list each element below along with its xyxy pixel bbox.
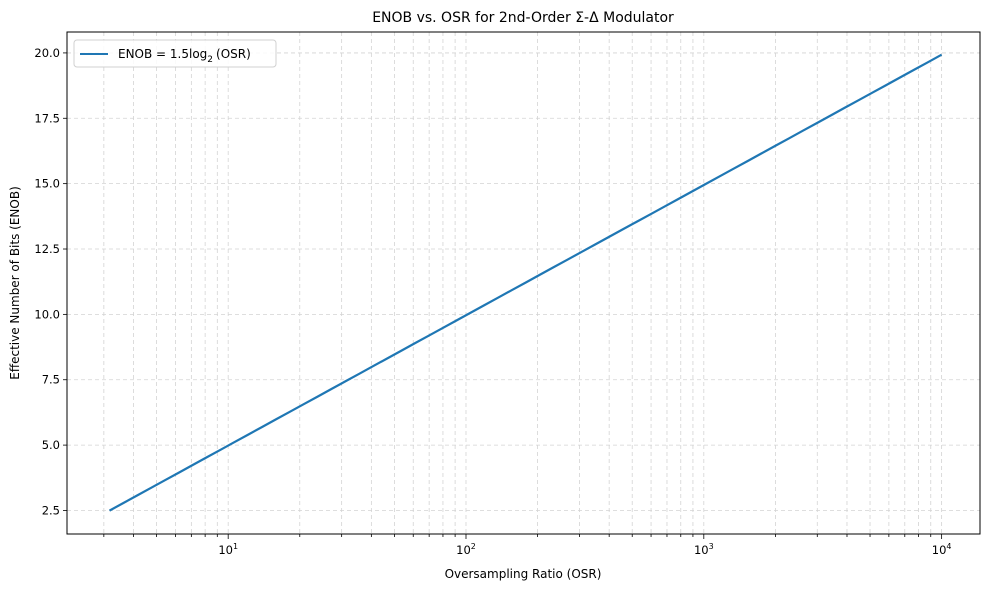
enob-line (108, 53, 943, 512)
y-tick-label: 12.5 (34, 242, 60, 256)
y-tick-label: 2.5 (42, 503, 60, 517)
y-tick-label: 20.0 (34, 46, 60, 60)
x-axis-label: Oversampling Ratio (OSR) (445, 567, 602, 581)
legend-box (73, 39, 277, 68)
grid-lines (67, 32, 980, 534)
y-tick-label: 7.5 (42, 373, 60, 387)
y-tick-label: 10.0 (34, 307, 60, 321)
y-axis-label: Effective Number of Bits (ENOB) (8, 186, 22, 380)
x-tick-label: 104 (932, 542, 952, 557)
y-tick-label: 15.0 (34, 177, 60, 191)
x-axis-ticks: 101 102 103 104 (103, 534, 952, 557)
y-axis-ticks: 2.5 5.0 7.5 10.0 12.5 15.0 17.5 20.0 (34, 46, 67, 517)
x-tick-label: 101 (218, 542, 238, 557)
chart-title: ENOB vs. OSR for 2nd-Order Σ-Δ Modulator (372, 10, 674, 26)
plot-frame (66, 31, 981, 535)
legend: ENOB = 1.5log2 (OSR) (73, 39, 277, 68)
data-series (108, 53, 943, 512)
x-tick-label: 103 (694, 542, 714, 557)
y-tick-label: 17.5 (34, 111, 60, 125)
x-tick-label: 102 (456, 542, 476, 557)
legend-entry: ENOB = 1.5log2 (OSR) (118, 47, 251, 65)
y-tick-label: 5.0 (42, 438, 60, 452)
